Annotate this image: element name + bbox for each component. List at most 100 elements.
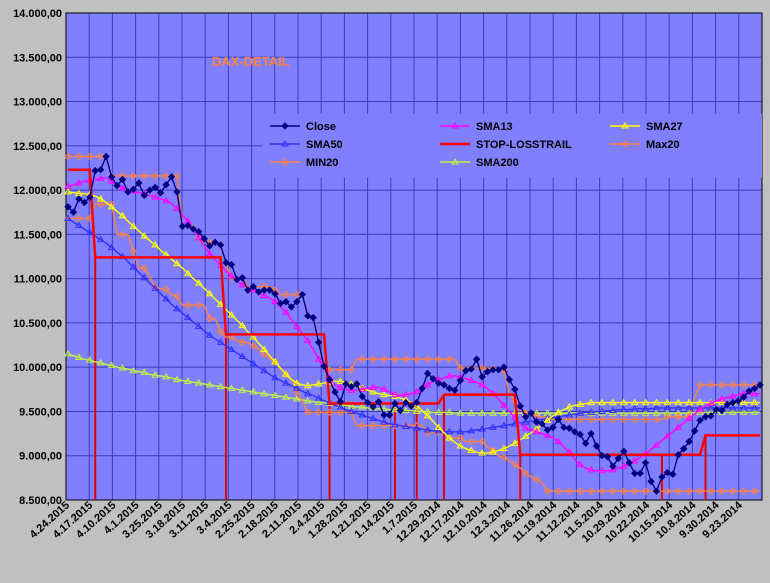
point-close (195, 227, 203, 236)
point-max20 (347, 366, 356, 374)
point-max20 (423, 355, 432, 363)
point-close (516, 402, 524, 410)
point-min20 (336, 408, 345, 417)
point-min20 (369, 421, 377, 430)
point-close (227, 260, 236, 269)
legend-label: SMA27 (646, 121, 683, 133)
point-sma200 (129, 366, 138, 374)
point-sma50 (521, 418, 530, 425)
point-sma27 (674, 398, 683, 406)
point-min20 (195, 301, 203, 309)
point-close (560, 423, 568, 432)
point-sma200 (238, 386, 247, 393)
legend-marker (281, 122, 289, 130)
point-sma50 (64, 214, 72, 221)
point-close (669, 470, 677, 479)
point-sma200 (445, 408, 454, 415)
point-sma27 (685, 398, 694, 406)
point-close (244, 286, 252, 294)
point-min20 (162, 285, 170, 293)
point-max20 (652, 415, 661, 424)
point-min20 (543, 487, 552, 495)
point-sma27 (129, 222, 138, 229)
point-close (402, 398, 410, 407)
point-min20 (293, 388, 301, 396)
point-sma50 (489, 423, 497, 430)
point-sma200 (118, 364, 127, 371)
grid-lines (65, 12, 763, 501)
point-sma27 (96, 194, 105, 202)
point-sma50 (565, 411, 574, 418)
point-close (429, 374, 437, 383)
point-min20 (304, 408, 312, 417)
point-close (483, 367, 492, 376)
point-sma200 (303, 396, 312, 404)
series-line-sma200 (67, 353, 760, 414)
point-sma13 (598, 466, 606, 474)
point-close (587, 429, 595, 438)
point-close (576, 430, 584, 439)
point-close (440, 381, 448, 389)
point-min20 (227, 333, 236, 341)
point-min20 (64, 214, 72, 223)
point-close (478, 373, 486, 381)
point-min20 (96, 200, 105, 208)
point-sma200 (249, 388, 258, 395)
point-sma13 (554, 437, 563, 445)
legend-label: Max20 (646, 139, 680, 151)
point-min20 (118, 230, 127, 239)
legend-label: MIN20 (306, 157, 338, 169)
point-sma200 (750, 408, 759, 415)
point-sma200 (314, 398, 323, 406)
point-close (538, 420, 546, 428)
point-sma200 (663, 409, 672, 416)
point-min20 (249, 342, 257, 350)
point-min20 (456, 434, 465, 442)
point-close (325, 375, 334, 384)
point-sma13 (282, 308, 290, 315)
point-sma50 (750, 403, 759, 411)
y-tick-label: 9.500,00 (19, 406, 62, 418)
point-max20 (391, 355, 399, 363)
point-max20 (478, 364, 486, 372)
point-sma50 (598, 407, 606, 414)
point-close (249, 282, 257, 291)
point-sma27 (238, 321, 247, 329)
point-sma27 (151, 241, 160, 248)
point-min20 (565, 487, 573, 495)
point-sma27 (587, 398, 595, 406)
point-sma13 (173, 204, 181, 212)
point-min20 (641, 487, 650, 495)
point-close (298, 290, 307, 299)
point-sma27 (336, 377, 345, 384)
point-close (521, 413, 530, 421)
legend-marker (281, 140, 289, 147)
point-min20 (173, 292, 181, 301)
point-sma13 (707, 399, 715, 406)
point-close (456, 376, 465, 385)
point-sma13 (750, 389, 759, 397)
point-close (462, 367, 470, 375)
point-close (336, 398, 345, 406)
point-sma50 (129, 263, 138, 270)
point-sma200 (478, 409, 486, 416)
point-max20 (707, 381, 715, 389)
point-min20 (489, 446, 497, 455)
point-min20 (609, 487, 617, 495)
point-max20 (293, 290, 301, 299)
point-sma50 (173, 304, 181, 312)
point-sma50 (227, 345, 236, 352)
point-sma13 (445, 372, 454, 379)
point-close (451, 386, 459, 394)
point-close (418, 384, 426, 393)
point-sma27 (456, 442, 465, 449)
y-tick-label: 10.500,00 (13, 318, 62, 330)
point-sma200 (641, 409, 650, 416)
point-sma27 (652, 398, 661, 406)
point-sma13 (194, 233, 203, 241)
point-close (756, 381, 764, 389)
point-sma50 (75, 221, 83, 229)
point-close (385, 411, 394, 419)
point-close (696, 416, 704, 425)
